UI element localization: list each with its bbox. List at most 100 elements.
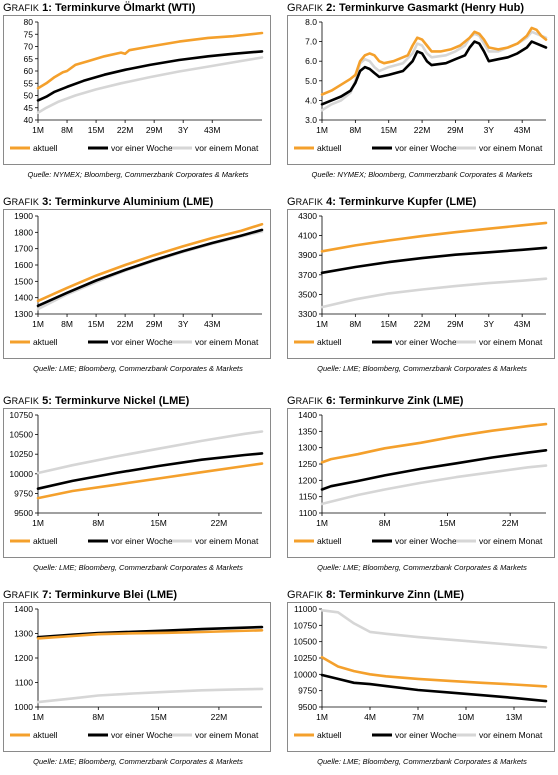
x-tick-label: 3Y xyxy=(484,319,495,329)
legend-label: aktuell xyxy=(33,337,58,347)
x-tick-label: 15M xyxy=(88,125,105,135)
y-tick-label: 9500 xyxy=(14,508,33,518)
y-tick-label: 75 xyxy=(24,29,34,39)
x-tick-label: 8M xyxy=(61,125,73,135)
y-tick-label: 10500 xyxy=(9,430,33,440)
legend-label: vor einer Woche xyxy=(395,536,457,546)
y-tick-label: 1400 xyxy=(298,410,317,420)
y-tick-label: 4.0 xyxy=(305,95,317,105)
x-tick-label: 22M xyxy=(414,125,431,135)
chart-title: GRAFIK 8: Terminkurve Zinn (LME) xyxy=(287,589,465,601)
chart-title: GRAFIK 2: Terminkurve Gasmarkt (Henry Hu… xyxy=(287,2,525,14)
legend-label: vor einer Woche xyxy=(111,337,173,347)
series-line-aktuell xyxy=(320,655,548,688)
chart-source: Quelle: LME; Bloomberg, Commerzbank Corp… xyxy=(317,364,527,373)
series-line-woche xyxy=(36,50,264,102)
x-tick-label: 15M xyxy=(439,518,456,528)
x-tick-label: 4M xyxy=(364,712,376,722)
y-tick-label: 1500 xyxy=(14,276,33,286)
chart-panel-kupfer: GRAFIK 4: Terminkurve Kupfer (LME) 3300 3… xyxy=(287,196,557,382)
chart-panel-aluminium: GRAFIK 3: Terminkurve Aluminium (LME) 13… xyxy=(3,196,273,382)
x-tick-label: 15M xyxy=(88,319,105,329)
legend-label: aktuell xyxy=(33,536,58,546)
y-tick-label: 40 xyxy=(24,115,34,125)
y-tick-label: 3500 xyxy=(298,289,317,299)
x-tick-label: 22M xyxy=(117,125,134,135)
x-tick-label: 1M xyxy=(32,319,44,329)
series-line-monat xyxy=(36,56,264,114)
chart-panel-blei: GRAFIK 7: Terminkurve Blei (LME) 1000 110… xyxy=(3,589,273,775)
y-tick-label: 1300 xyxy=(14,309,33,319)
x-tick-label: 1M xyxy=(32,125,44,135)
chart-title: GRAFIK 4: Terminkurve Kupfer (LME) xyxy=(287,196,477,208)
x-tick-label: 43M xyxy=(514,125,531,135)
chart-source: Quelle: LME; Bloomberg, Commerzbank Corp… xyxy=(317,563,527,572)
chart-panel-nickel: GRAFIK 5: Terminkurve Nickel (LME) 9500 9… xyxy=(3,395,273,581)
y-tick-label: 4100 xyxy=(298,231,317,241)
x-tick-label: 29M xyxy=(146,319,163,329)
x-tick-label: 8M xyxy=(61,319,73,329)
chart-frame: 1300 1400 1500 1600 1700 1800 1900 1M 8M 15M 22M 29… xyxy=(3,209,271,359)
y-tick-label: 11000 xyxy=(294,604,317,614)
legend-label: aktuell xyxy=(317,143,342,153)
series-line-aktuell xyxy=(320,26,548,96)
series-line-aktuell xyxy=(36,222,264,303)
legend-label: vor einer Woche xyxy=(395,730,457,740)
x-tick-label: 15M xyxy=(150,518,167,528)
y-tick-label: 50 xyxy=(24,91,34,101)
line-chart: 3300 3500 3700 3900 4100 4300 1M 8M 15M 22M 29M 3Y 4… xyxy=(294,211,548,347)
chart-frame: 3.0 4.0 5.0 6.0 7.0 8.0 1M 8M 15M 22M 29M 3Y 43M aktu… xyxy=(287,15,555,165)
x-tick-label: 43M xyxy=(514,319,531,329)
legend-label: vor einer Woche xyxy=(395,143,457,153)
x-tick-label: 1M xyxy=(316,125,328,135)
legend-label: vor einem Monat xyxy=(195,536,259,546)
series-line-woche xyxy=(320,448,548,491)
line-chart: 1100 1150 1200 1250 1300 1350 1400 1M 8M 15M 22M ak… xyxy=(294,410,548,546)
y-tick-label: 1400 xyxy=(14,293,33,303)
chart-frame: 9500 9750 10000 10250 10500 10750 1M 8M 15M 22M ak… xyxy=(3,408,271,558)
x-tick-label: 15M xyxy=(150,712,167,722)
chart-panel-zinn: GRAFIK 8: Terminkurve Zinn (LME) 9500 975… xyxy=(287,589,557,775)
x-tick-label: 1M xyxy=(316,319,328,329)
series-line-woche xyxy=(36,228,264,308)
y-tick-label: 8.0 xyxy=(305,17,317,27)
y-tick-label: 1200 xyxy=(14,653,33,663)
chart-title: GRAFIK 7: Terminkurve Blei (LME) xyxy=(3,589,178,601)
y-tick-label: 10750 xyxy=(9,410,33,420)
chart-source: Quelle: LME; Bloomberg, Commerzbank Corp… xyxy=(33,757,243,766)
legend-label: aktuell xyxy=(33,143,58,153)
y-tick-label: 1100 xyxy=(299,508,318,518)
series-line-aktuell xyxy=(36,462,264,500)
legend-label: aktuell xyxy=(317,337,342,347)
legend-label: vor einem Monat xyxy=(479,536,543,546)
y-tick-label: 10250 xyxy=(293,653,317,663)
legend-label: vor einem Monat xyxy=(195,730,259,740)
y-tick-label: 1800 xyxy=(14,227,33,237)
x-tick-label: 1M xyxy=(32,518,44,528)
y-tick-label: 3.0 xyxy=(305,115,317,125)
series-line-monat xyxy=(320,277,548,309)
y-tick-label: 10000 xyxy=(293,669,317,679)
legend-label: aktuell xyxy=(317,536,342,546)
y-tick-label: 4300 xyxy=(298,211,317,221)
series-line-woche xyxy=(320,673,548,703)
chart-title: GRAFIK 5: Terminkurve Nickel (LME) xyxy=(3,395,190,407)
y-tick-label: 9500 xyxy=(298,702,317,712)
chart-frame: 9500 9750 10000 10250 10500 10750 11000 1M 4M 7M 1… xyxy=(287,602,555,752)
legend-label: vor einer Woche xyxy=(111,730,173,740)
y-tick-label: 3900 xyxy=(298,250,317,260)
y-tick-label: 1600 xyxy=(14,260,33,270)
chart-panel-henry-hub: GRAFIK 2: Terminkurve Gasmarkt (Henry Hu… xyxy=(287,2,557,188)
series-line-aktuell xyxy=(320,221,548,253)
chart-panel-zink: GRAFIK 6: Terminkurve Zink (LME) 1100 115… xyxy=(287,395,557,581)
x-tick-label: 3Y xyxy=(178,125,189,135)
legend-label: vor einem Monat xyxy=(195,143,259,153)
y-tick-label: 65 xyxy=(24,54,34,64)
series-line-woche xyxy=(320,40,548,106)
y-tick-label: 5.0 xyxy=(305,76,317,86)
x-tick-label: 15M xyxy=(380,125,397,135)
y-tick-label: 55 xyxy=(24,78,34,88)
x-tick-label: 8M xyxy=(379,518,391,528)
x-tick-label: 29M xyxy=(146,125,163,135)
series-line-woche xyxy=(36,452,264,490)
